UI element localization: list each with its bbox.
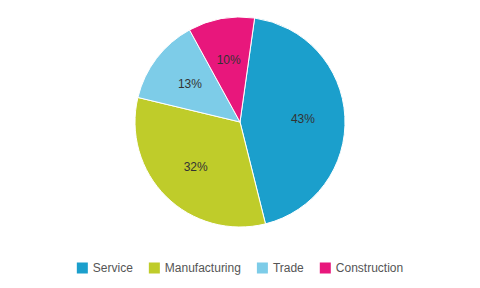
legend-label: Construction (336, 261, 403, 275)
data-label: 43% (291, 112, 315, 126)
legend-swatch (320, 263, 331, 274)
legend-swatch (257, 263, 268, 274)
slice (135, 97, 265, 227)
data-label: 13% (178, 77, 202, 91)
legend-swatch (149, 263, 160, 274)
legend-item: Manufacturing (149, 261, 241, 275)
legend-item: Construction (320, 261, 403, 275)
pie (135, 17, 345, 227)
data-label: 32% (184, 160, 208, 174)
legend-label: Manufacturing (165, 261, 241, 275)
data-label: 10% (217, 53, 241, 67)
legend-label: Trade (273, 261, 304, 275)
legend-item: Service (77, 261, 133, 275)
data-labels: 43% 32% 13% 10% (178, 53, 315, 174)
legend: Service Manufacturing Trade Construction (77, 261, 403, 275)
legend-label: Service (93, 261, 133, 275)
slice (190, 17, 255, 122)
legend-swatch (77, 263, 88, 274)
legend-item: Trade (257, 261, 304, 275)
chart: 43% 32% 13% 10% Service Manufacturing Trade Con… (0, 0, 480, 288)
